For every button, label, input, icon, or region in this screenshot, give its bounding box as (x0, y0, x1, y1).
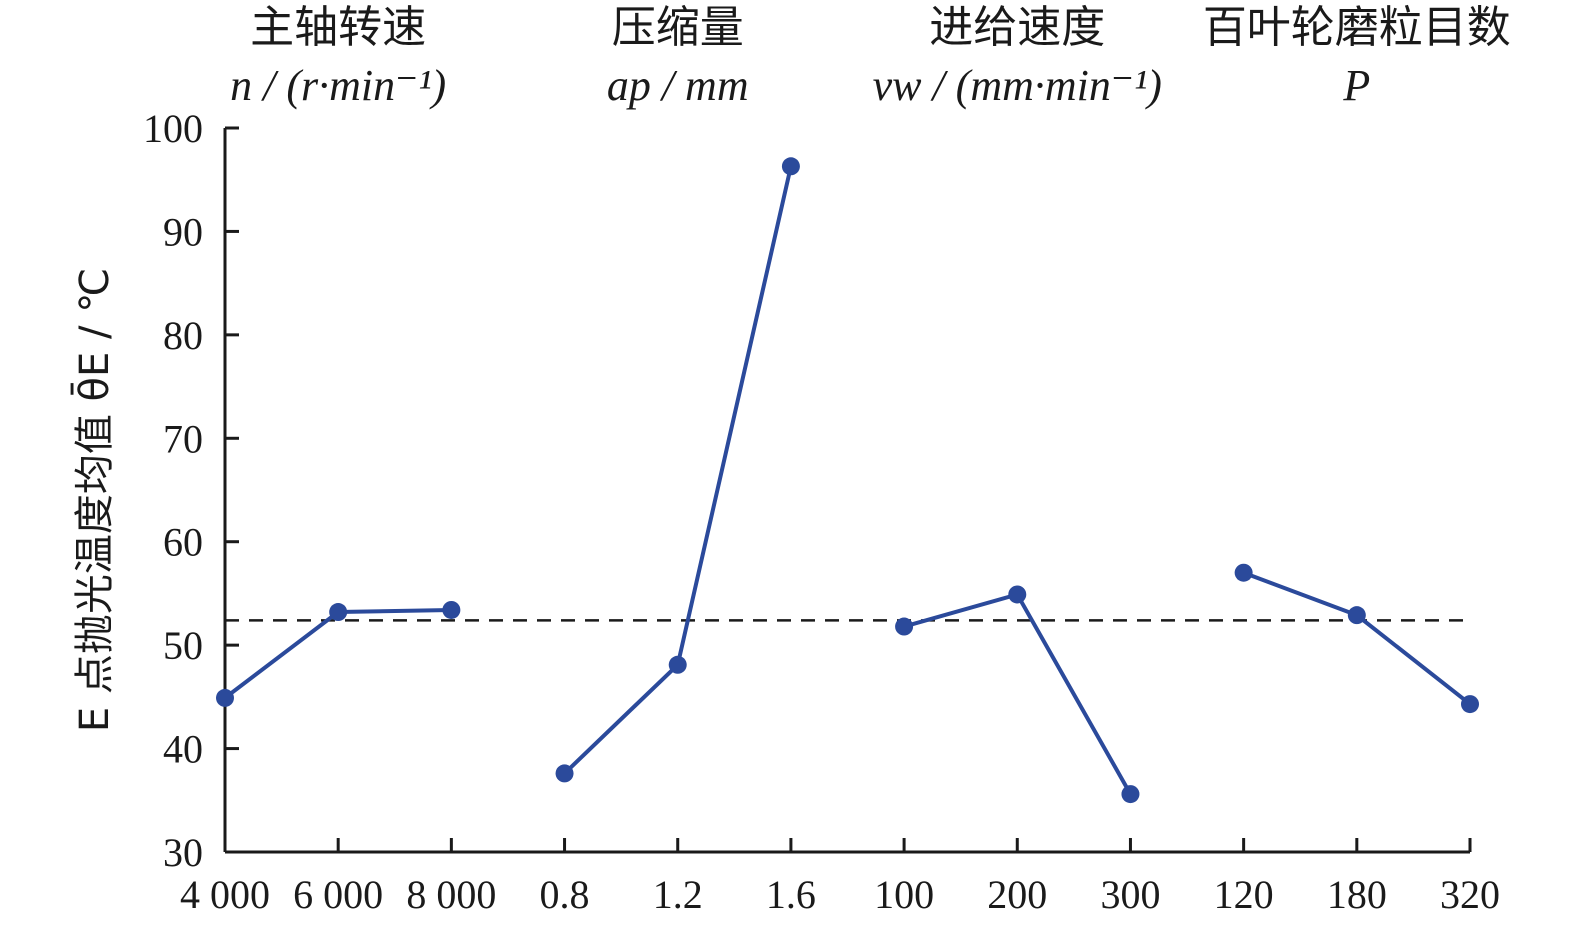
x-tick-label: 200 (987, 872, 1047, 917)
group-unit-label: P (1342, 61, 1370, 110)
series-line (903, 592, 1133, 796)
x-tick-label: 6 000 (293, 872, 383, 917)
data-point (1121, 785, 1140, 804)
y-tick-label: 100 (143, 106, 203, 151)
series-line (563, 165, 793, 775)
y-ticks: 30 40 50 60 70 80 90 100 (143, 106, 239, 875)
y-tick-label: 90 (163, 209, 203, 254)
data-point (895, 617, 914, 636)
x-tick-label: 8 000 (406, 872, 496, 917)
group-unit-label: vw / (mm·min⁻¹) (873, 61, 1162, 110)
data-point (329, 603, 348, 622)
x-tick-label: 180 (1327, 872, 1387, 917)
axes (223, 128, 1470, 854)
series-lines (216, 157, 1479, 804)
data-point (1461, 695, 1479, 714)
y-tick-label: 80 (163, 313, 203, 358)
x-tick-label: 0.8 (540, 872, 590, 917)
group-unit-label: ap / mm (607, 61, 749, 110)
x-tick-label: 4 000 (180, 872, 270, 917)
group-title: 主轴转速 (250, 2, 426, 53)
y-tick-label: 40 (163, 727, 203, 772)
x-tick-label: 1.6 (766, 872, 816, 917)
series-line (223, 607, 452, 700)
x-ticks: 4 000 6 000 8 000 0.8 1.2 1.6 100 200 300 120 180 3… (180, 838, 1500, 917)
data-point (216, 688, 234, 707)
group-title: 压缩量 (612, 2, 744, 53)
x-tick-label: 320 (1440, 872, 1500, 917)
y-tick-label: 70 (163, 416, 203, 461)
group-unit-label: n / (r·min⁻¹) (230, 61, 446, 110)
x-tick-label: 300 (1100, 872, 1160, 917)
data-point (781, 157, 800, 176)
series-line (1242, 570, 1472, 706)
data-point (1234, 563, 1253, 582)
data-point (668, 655, 687, 674)
data-point (555, 764, 574, 783)
x-tick-label: 100 (874, 872, 934, 917)
group-titles: 主轴转速 n / (r·min⁻¹) 压缩量 ap / mm 进给速度 vw / (mm·… (230, 2, 1511, 110)
x-tick-label: 120 (1214, 872, 1274, 917)
y-tick-label: 50 (163, 623, 203, 668)
group-title: 进给速度 (929, 2, 1105, 53)
data-point (442, 600, 461, 619)
data-point (1347, 606, 1366, 625)
data-point (1008, 585, 1027, 604)
x-tick-label: 1.2 (653, 872, 703, 917)
group-title: 百叶轮磨粒目数 (1203, 2, 1511, 53)
y-axis-label: E 点抛光温度均值 θ̄E / ℃ (70, 268, 118, 732)
y-tick-label: 60 (163, 520, 203, 565)
y-tick-label: 30 (163, 830, 203, 875)
